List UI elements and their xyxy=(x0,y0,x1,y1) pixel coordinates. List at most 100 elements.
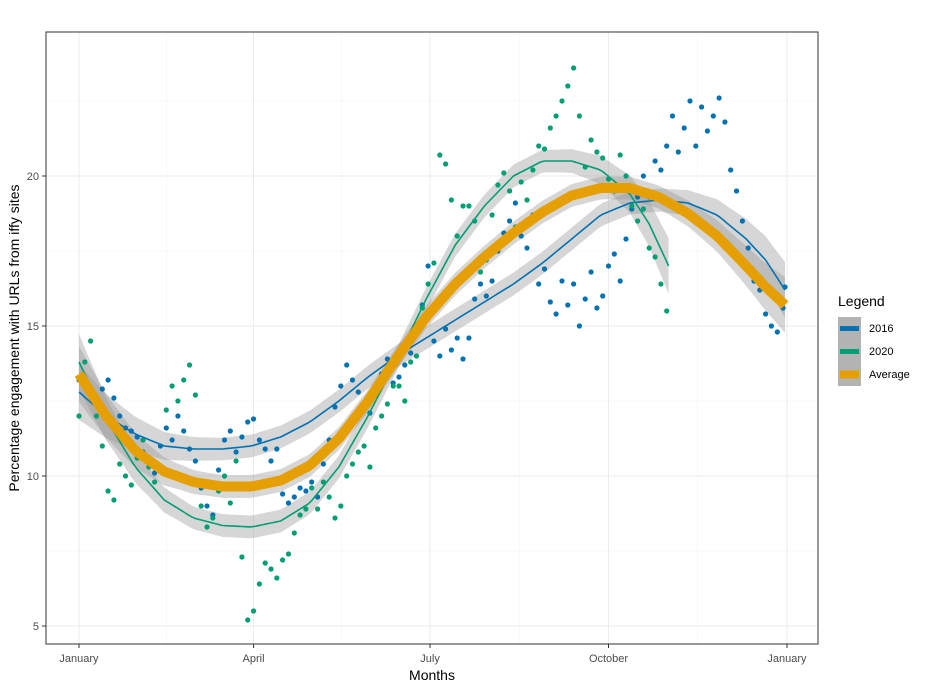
point-2016 xyxy=(722,119,728,125)
point-2016 xyxy=(623,236,629,242)
point-2016 xyxy=(460,356,466,362)
point-2016 xyxy=(652,158,658,164)
y-tick-label: 5 xyxy=(33,621,39,633)
point-2016 xyxy=(658,167,664,173)
point-2020 xyxy=(646,245,652,251)
point-2016 xyxy=(489,278,495,284)
y-tick-label: 15 xyxy=(27,321,39,333)
point-2016 xyxy=(582,296,588,302)
point-2016 xyxy=(774,329,780,335)
point-2016 xyxy=(605,263,612,269)
point-2016 xyxy=(768,323,775,329)
y-tick-label: 10 xyxy=(27,471,39,483)
point-2016 xyxy=(221,437,228,443)
y-tick-label: 20 xyxy=(27,171,39,183)
point-2016 xyxy=(699,104,705,110)
point-2020 xyxy=(262,560,268,566)
point-2020 xyxy=(495,182,501,188)
point-2020 xyxy=(384,401,390,407)
point-2016 xyxy=(256,437,262,443)
x-tick-label: April xyxy=(243,653,265,665)
point-2016 xyxy=(309,479,315,485)
point-2020 xyxy=(291,530,297,536)
point-2016 xyxy=(541,266,548,272)
point-2020 xyxy=(413,353,420,359)
point-2020 xyxy=(530,167,536,173)
plot-panel-background xyxy=(46,32,818,644)
point-2016 xyxy=(297,485,303,491)
point-2020 xyxy=(338,503,344,509)
point-2016 xyxy=(512,200,519,206)
point-2016 xyxy=(204,503,210,509)
point-2020 xyxy=(640,206,647,212)
point-2016 xyxy=(507,218,513,224)
point-2016 xyxy=(733,188,740,194)
legend-key-average xyxy=(838,363,861,386)
x-axis-title: Months xyxy=(409,667,455,683)
legend-key-2016 xyxy=(838,317,861,340)
point-2016 xyxy=(547,299,553,305)
point-2016 xyxy=(280,491,286,497)
point-2020 xyxy=(617,152,623,158)
point-2020 xyxy=(111,497,117,503)
point-2020 xyxy=(140,437,146,443)
point-2020 xyxy=(448,197,454,203)
point-2020 xyxy=(285,551,292,557)
point-2016 xyxy=(250,416,257,422)
point-2020 xyxy=(250,608,257,614)
point-2020 xyxy=(576,113,583,119)
point-2016 xyxy=(355,389,361,395)
ribbon-2016 xyxy=(79,188,785,461)
point-2020 xyxy=(303,506,309,512)
point-2016 xyxy=(477,281,484,287)
point-2020 xyxy=(227,500,233,506)
point-2016 xyxy=(384,356,390,362)
point-2020 xyxy=(658,281,664,287)
point-2016 xyxy=(681,125,687,131)
point-2020 xyxy=(443,161,449,167)
point-2016 xyxy=(402,362,408,368)
point-2020 xyxy=(524,197,530,203)
legend-title: Legend xyxy=(838,293,885,309)
point-2016 xyxy=(669,113,676,119)
point-2016 xyxy=(99,386,105,392)
point-2016 xyxy=(216,467,222,473)
point-2020 xyxy=(204,524,210,530)
point-2016 xyxy=(117,413,123,419)
point-2016 xyxy=(472,296,478,302)
point-2020 xyxy=(553,113,559,119)
point-2016 xyxy=(262,446,268,452)
point-2020 xyxy=(76,413,82,419)
point-2020 xyxy=(82,359,88,365)
point-2016 xyxy=(576,323,583,329)
point-2016 xyxy=(291,494,297,500)
point-2020 xyxy=(163,407,169,413)
point-2016 xyxy=(181,428,187,434)
point-2020 xyxy=(105,488,111,494)
point-2020 xyxy=(541,146,548,152)
point-2016 xyxy=(192,458,198,464)
point-2016 xyxy=(483,293,489,299)
legend: Legend 2016 2020 Average xyxy=(838,293,910,386)
y-axis: 5 10 15 20 xyxy=(27,171,46,633)
point-2020 xyxy=(466,203,472,209)
x-tick-label: July xyxy=(420,653,440,665)
x-tick-label: January xyxy=(767,653,807,665)
point-2016 xyxy=(664,143,670,149)
point-2020 xyxy=(309,485,315,491)
point-2020 xyxy=(326,494,332,500)
point-2016 xyxy=(163,425,169,431)
point-2016 xyxy=(739,218,746,224)
point-2020 xyxy=(536,143,542,149)
point-2020 xyxy=(198,503,204,509)
smooth-lines xyxy=(74,160,789,528)
point-2016 xyxy=(600,293,606,299)
point-2016 xyxy=(553,311,559,317)
point-2020 xyxy=(320,479,326,485)
point-2020 xyxy=(408,359,414,365)
point-2020 xyxy=(437,152,443,158)
point-2016 xyxy=(710,113,716,119)
point-2020 xyxy=(268,566,274,572)
point-2016 xyxy=(274,446,280,452)
point-2016 xyxy=(425,263,431,269)
